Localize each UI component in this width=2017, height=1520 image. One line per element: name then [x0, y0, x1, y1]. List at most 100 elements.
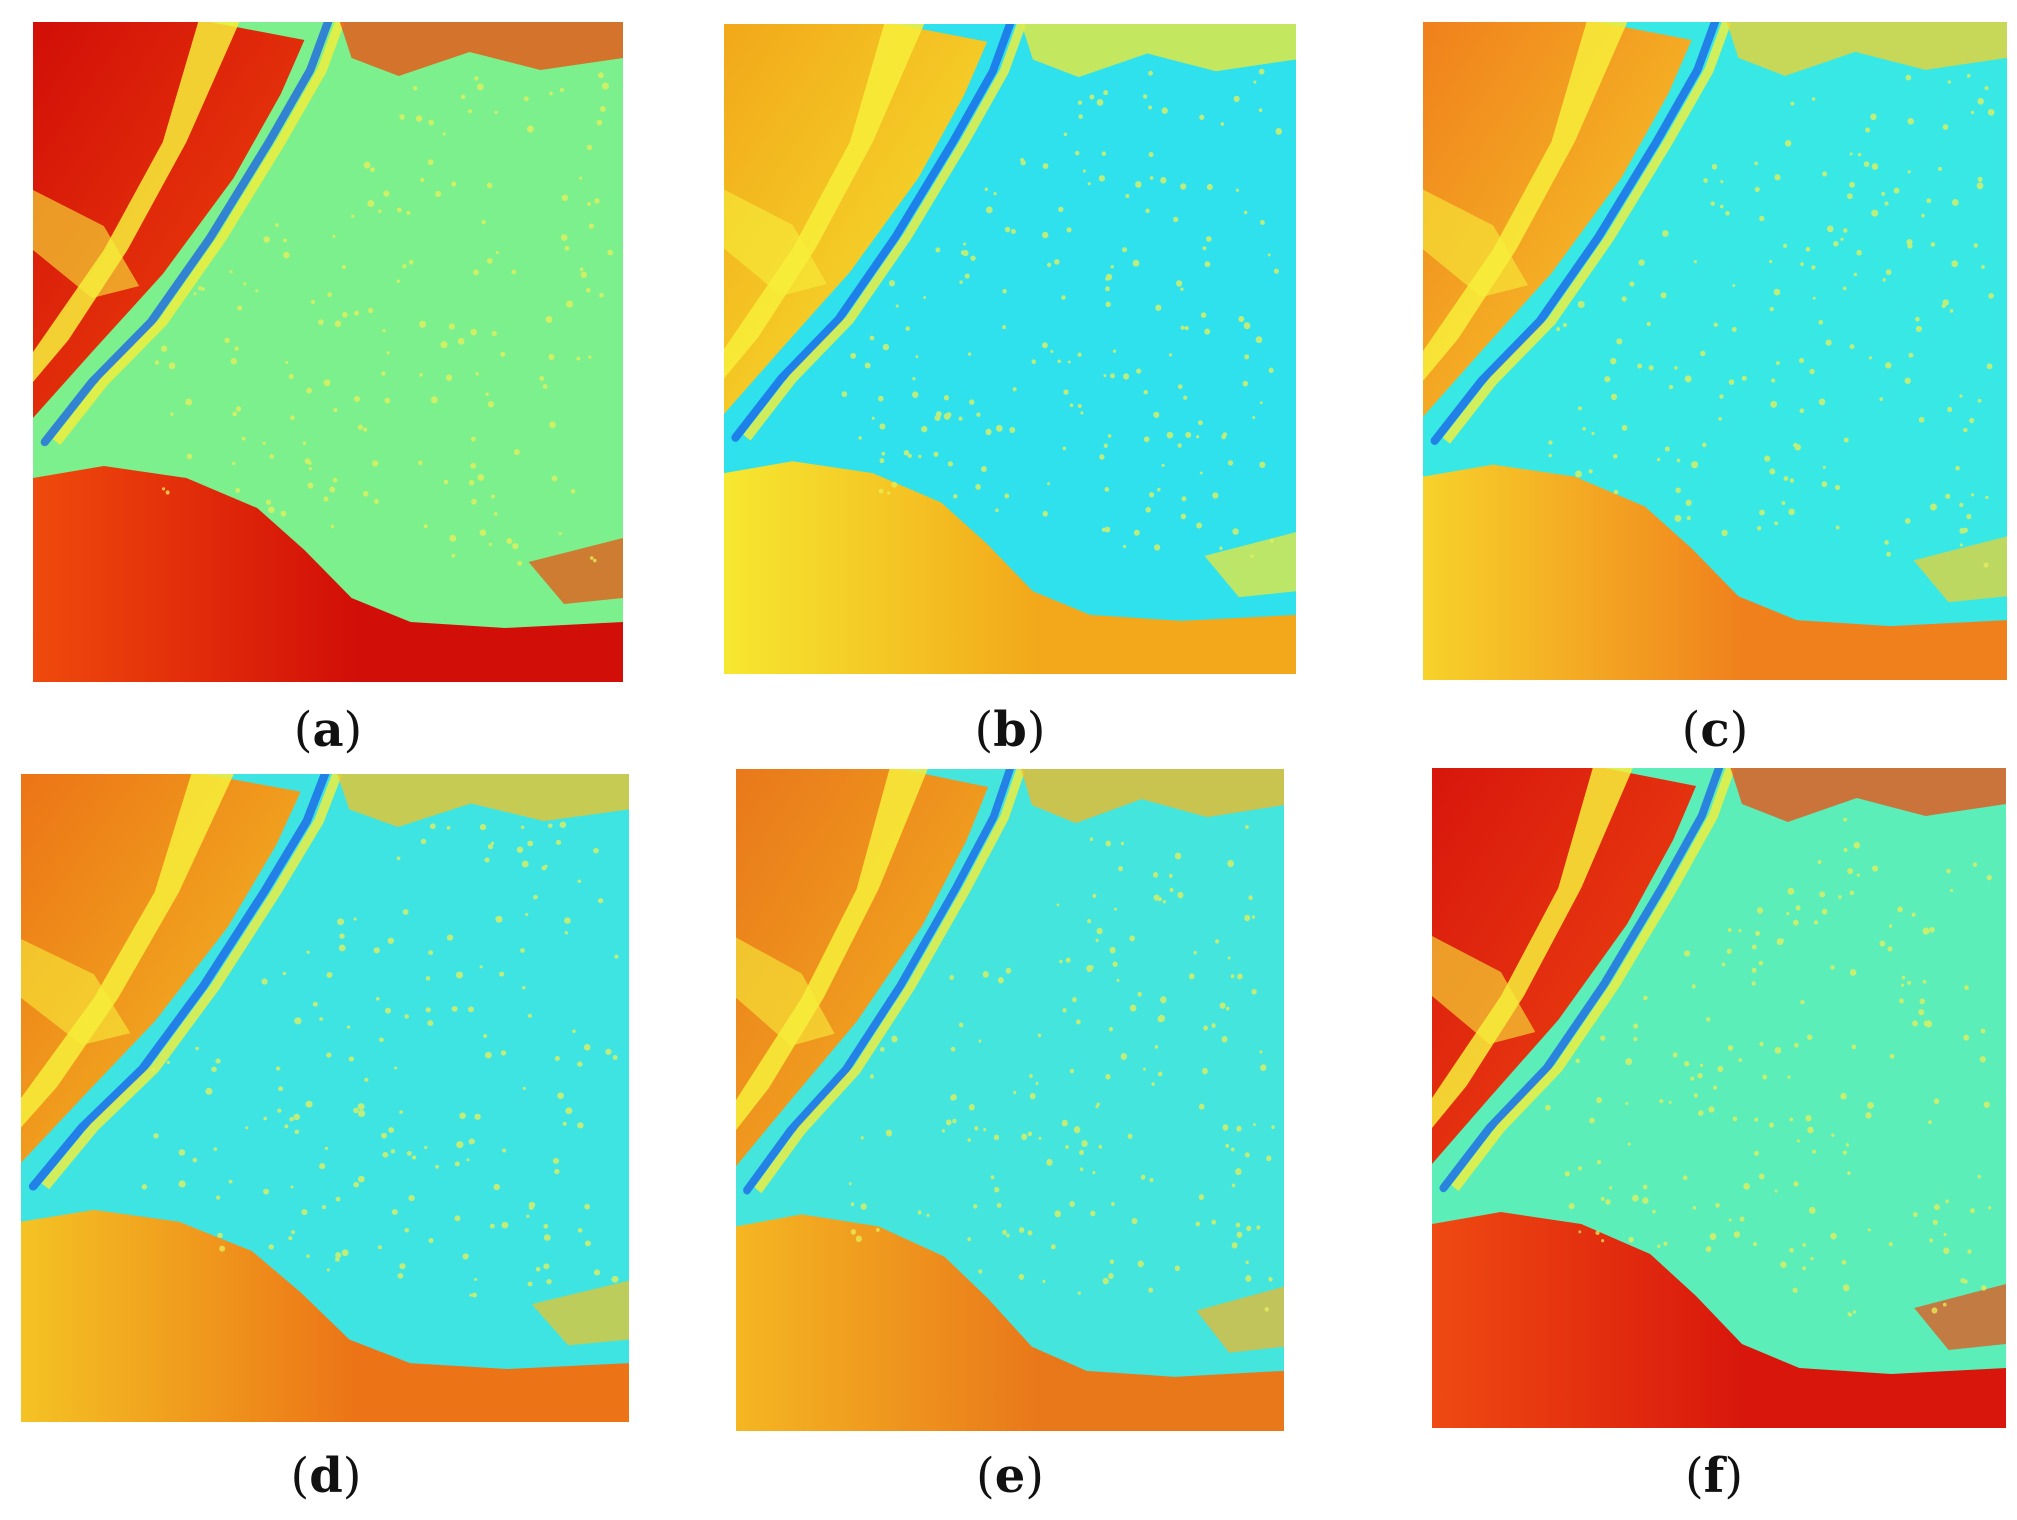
speckle-f: [1964, 985, 1969, 991]
speckle-c: [1556, 327, 1561, 332]
speckle-d: [353, 1181, 359, 1188]
speckle-d: [543, 1234, 551, 1241]
speckle-a: [368, 307, 374, 314]
speckle-e: [1211, 1023, 1216, 1028]
speckle-c: [1930, 503, 1937, 511]
speckle-a: [576, 356, 581, 361]
speckle-d: [282, 971, 287, 976]
lower-terrain-fan-b: [724, 461, 1296, 674]
speckle-b: [969, 399, 975, 405]
speckle-c: [1591, 431, 1595, 436]
ridge-strip-f: [1432, 768, 1633, 1128]
speckle-b: [985, 206, 993, 214]
speckle-f: [1792, 1287, 1798, 1293]
speckle-d: [554, 1055, 560, 1061]
speckle-e: [1177, 891, 1184, 899]
speckle-f: [1605, 1199, 1611, 1205]
speckle-b: [841, 391, 848, 398]
speckle-d: [192, 1157, 198, 1163]
speckle-b: [878, 395, 884, 402]
speckle-d: [425, 1007, 431, 1013]
speckle-c: [1660, 292, 1667, 299]
speckle-a: [396, 279, 400, 283]
speckle-b: [980, 465, 987, 473]
speckle-b: [1067, 360, 1071, 364]
speckle-b: [1082, 169, 1086, 173]
speckle-b: [1199, 471, 1203, 475]
speckle-c: [1613, 489, 1619, 495]
speckle-e: [1174, 1265, 1180, 1272]
speckle-c: [1769, 468, 1776, 475]
speckle-d: [306, 1254, 310, 1258]
speckle-a: [406, 210, 411, 216]
speckle-b: [1062, 446, 1067, 451]
speckle-f: [1668, 1100, 1672, 1104]
speckle-a: [332, 477, 338, 483]
speckle-e: [1120, 1052, 1127, 1060]
speckle-e: [1169, 887, 1174, 893]
speckle-c: [1648, 365, 1654, 371]
speckle-e: [1246, 1225, 1252, 1232]
speckle-f: [1693, 1093, 1698, 1098]
speckle-a: [473, 269, 479, 276]
speckle-a: [500, 351, 506, 357]
speckle-f: [1721, 962, 1726, 967]
speckle-b: [1077, 100, 1083, 105]
speckle-d: [527, 1281, 533, 1287]
speckle-f: [1932, 1219, 1938, 1226]
river-bank-d: [41, 774, 342, 1190]
speckle-a: [186, 453, 193, 460]
speckle-a: [523, 96, 529, 102]
speckle-a: [479, 529, 487, 537]
speckle-b: [1142, 94, 1148, 99]
speckle-f: [1807, 1126, 1814, 1134]
speckle-b: [1110, 265, 1114, 269]
speckle-d: [291, 1230, 295, 1235]
speckle-c: [1675, 487, 1681, 494]
speckle-c: [1764, 455, 1771, 462]
speckle-a: [160, 345, 168, 352]
speckle-b: [995, 508, 999, 513]
speckle-f: [1568, 1203, 1575, 1210]
speckle-b: [1122, 247, 1128, 253]
speckle-b: [1180, 513, 1187, 520]
speckle-f: [1738, 1058, 1743, 1062]
speckle-a: [566, 300, 574, 308]
speckle-b: [1255, 336, 1263, 344]
speckle-c: [1849, 181, 1855, 188]
speckle-a: [427, 159, 434, 166]
speckle-e: [1069, 1200, 1075, 1208]
speckle-a: [265, 499, 272, 505]
speckle-a: [332, 234, 336, 238]
speckle-e: [990, 1175, 995, 1180]
speckle-b: [985, 428, 992, 436]
speckle-b: [923, 295, 927, 299]
speckle-e: [1129, 1004, 1137, 1012]
speckle-f: [1625, 1058, 1633, 1066]
speckle-b: [1250, 554, 1254, 558]
speckle-f: [1600, 1196, 1605, 1201]
speckle-f: [1831, 1133, 1835, 1137]
speckle-e: [1236, 1231, 1243, 1238]
speckle-e: [926, 1213, 930, 1218]
speckle-a: [597, 72, 604, 79]
speckle-f: [1813, 920, 1819, 925]
speckle-f: [1897, 906, 1903, 913]
speckle-e: [1222, 1124, 1229, 1131]
speckle-c: [1621, 296, 1627, 302]
speckle-f: [1752, 1241, 1758, 1247]
speckle-e: [1193, 950, 1197, 955]
speckle-d: [289, 1116, 294, 1122]
speckle-c: [1947, 406, 1953, 413]
speckle-e: [1260, 1064, 1267, 1072]
speckle-a: [318, 319, 324, 325]
speckle-a: [495, 250, 499, 255]
speckle-f: [1697, 1072, 1703, 1079]
speckle-a: [386, 351, 390, 355]
speckle-a: [262, 441, 266, 445]
speckle-a: [570, 489, 576, 494]
speckle-d: [468, 1138, 475, 1145]
speckle-a: [420, 177, 425, 183]
speckle-b: [953, 494, 958, 499]
speckle-f: [1601, 1239, 1605, 1243]
